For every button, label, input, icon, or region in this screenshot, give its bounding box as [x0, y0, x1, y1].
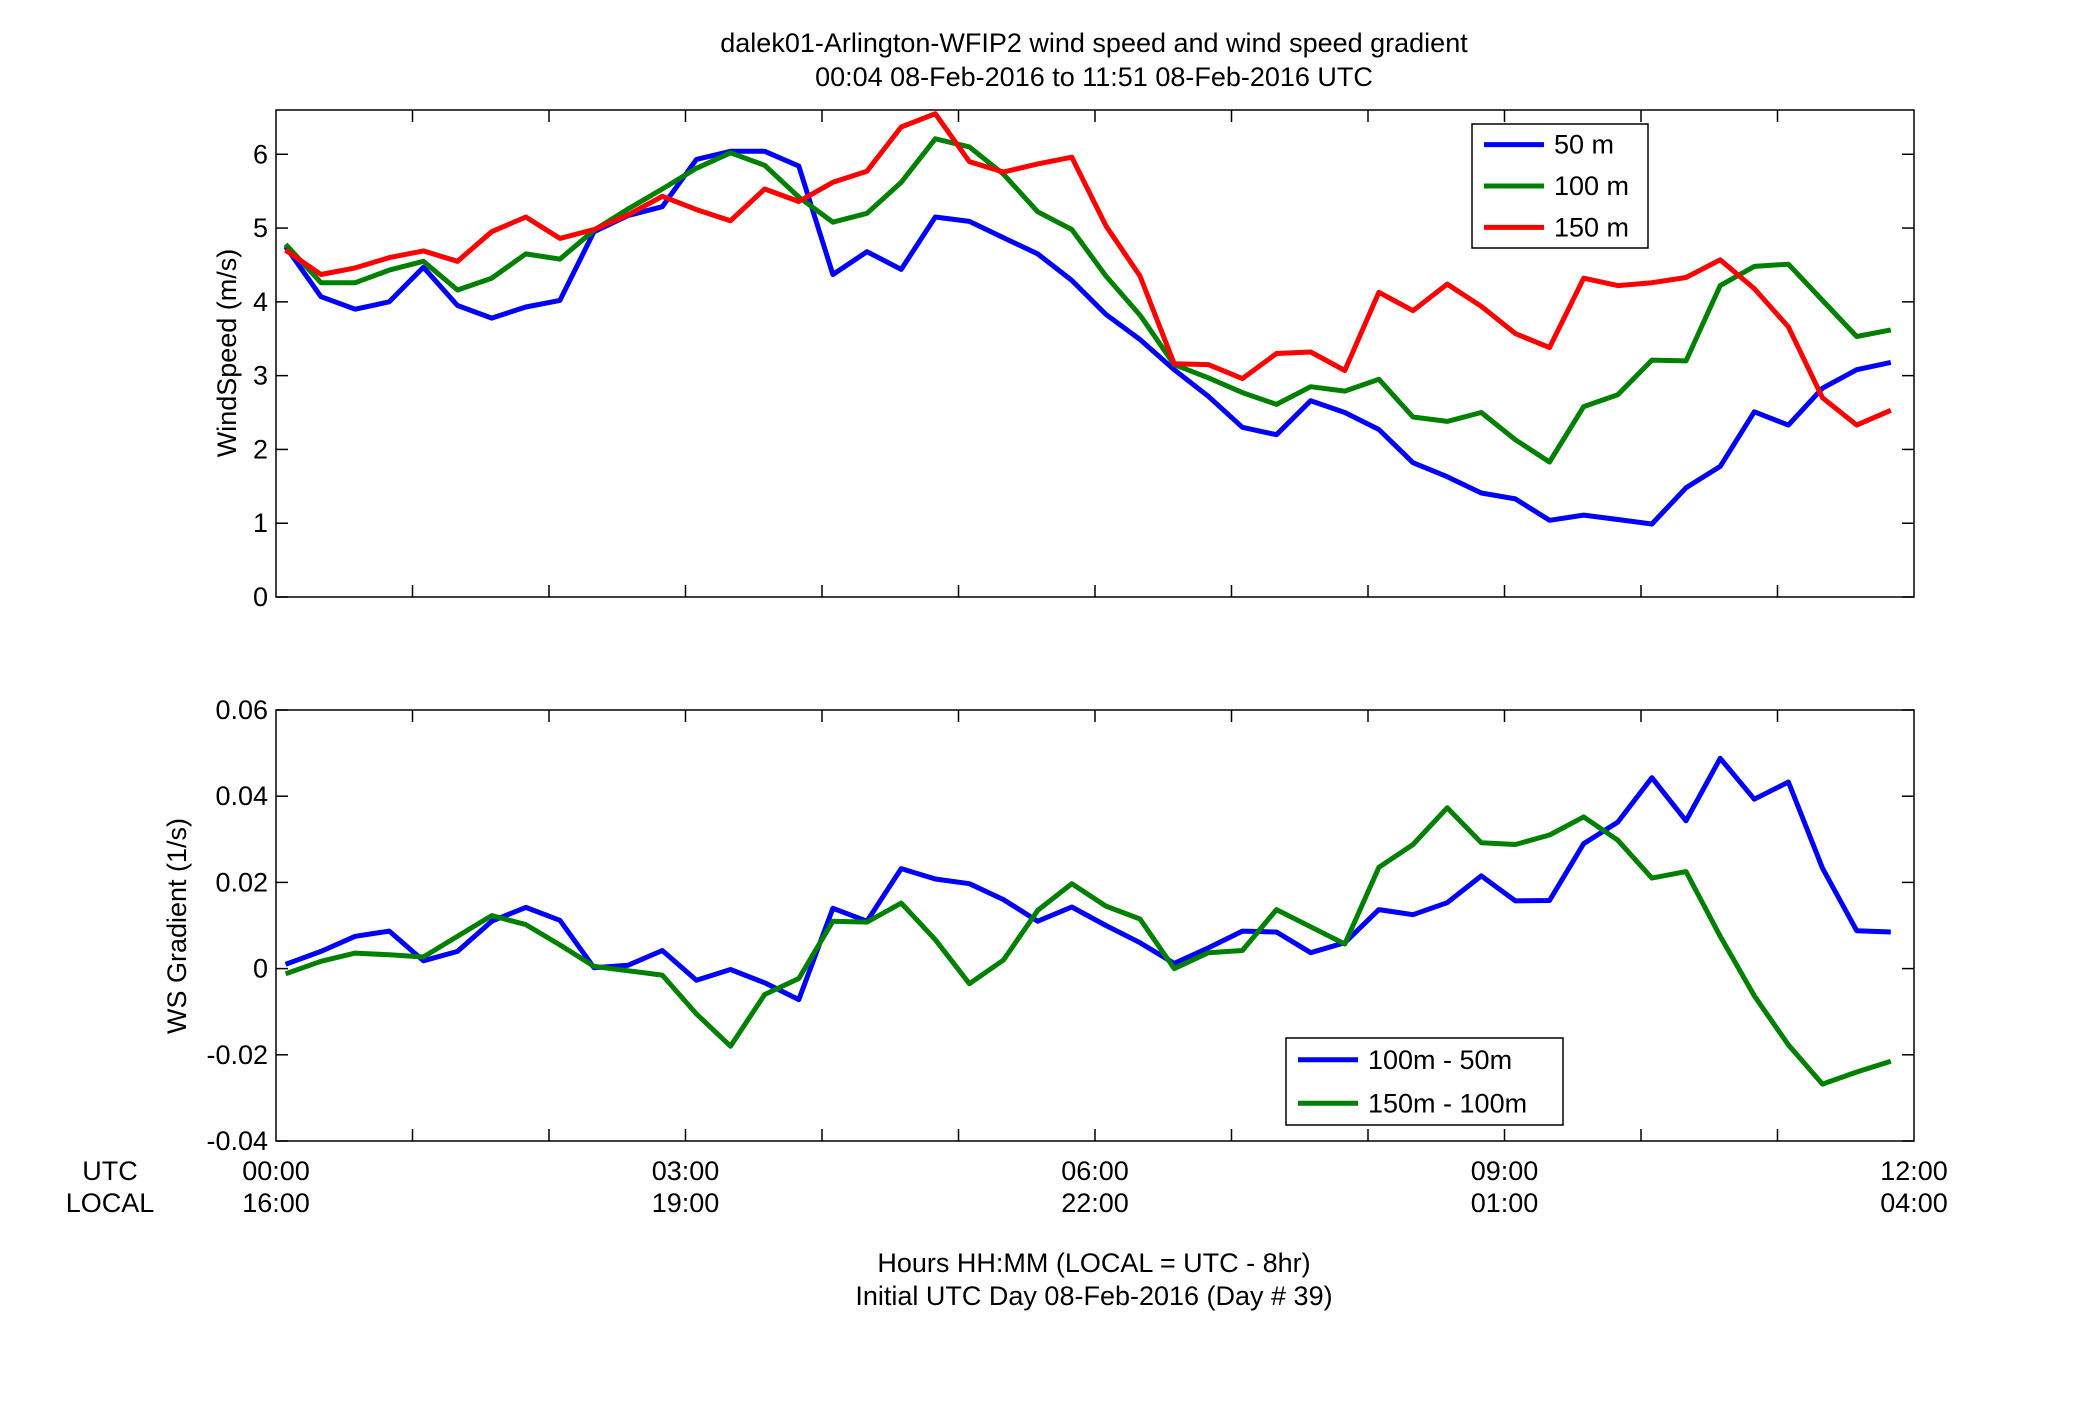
windspeed-ytick-label: 0 [253, 582, 268, 612]
gradient-legend-label-1: 100m - 50m [1368, 1045, 1512, 1075]
gradient-legend: 100m - 50m 150m - 100m [1285, 1037, 1564, 1126]
windspeed-legend-label-3: 150 m [1554, 212, 1629, 242]
windspeed-series-layer [283, 111, 1892, 527]
windspeed-series-line-3 [284, 111, 1892, 428]
windspeed-legend-label-2: 100 m [1554, 171, 1629, 201]
windspeed-panel: 0 1 2 3 4 5 6 WindSpeed (m/s) 50 m 100 m 150 m [212, 109, 1915, 612]
xtick-label-local: 01:00 [1471, 1188, 1539, 1218]
xtick-label-local: 22:00 [1061, 1188, 1129, 1218]
xtick-label-local: 16:00 [242, 1188, 310, 1218]
xtick-label-local: 19:00 [652, 1188, 720, 1218]
gradient-ytick-label: 0.02 [215, 867, 268, 897]
gradient-series-line-1 [284, 755, 1891, 1003]
figure-title-line2: 00:04 08-Feb-2016 to 11:51 08-Feb-2016 U… [815, 62, 1373, 92]
gradient-ylabel: WS Gradient (1/s) [162, 818, 192, 1034]
windspeed-ytick-label: 6 [253, 139, 268, 169]
windspeed-ytick-label: 1 [253, 508, 268, 538]
gradient-legend-box [1285, 1037, 1564, 1126]
footer-line1: Hours HH:MM (LOCAL = UTC - 8hr) [877, 1248, 1310, 1278]
gradient-ytick-label: 0.04 [215, 781, 268, 811]
gradient-ytick-label: -0.02 [206, 1040, 268, 1070]
gradient-ytick-label: 0 [253, 954, 268, 984]
windspeed-ytick-label: 3 [253, 361, 268, 391]
windspeed-axes: 0 1 2 3 4 5 6 [253, 110, 1914, 612]
xtick-label-utc: 12:00 [1880, 1156, 1948, 1186]
gradient-axes-box [275, 709, 1915, 1142]
xtick-label-utc: 00:00 [242, 1156, 310, 1186]
utc-row-label: UTC [82, 1156, 138, 1186]
gradient-ytick-label: 0.06 [215, 695, 268, 725]
xtick-label-utc: 06:00 [1061, 1156, 1129, 1186]
footer-line2: Initial UTC Day 08-Feb-2016 (Day # 39) [855, 1281, 1332, 1311]
xtick-label-utc: 03:00 [652, 1156, 720, 1186]
gradient-series-line-2 [284, 805, 1892, 1087]
windspeed-ytick-label: 5 [253, 213, 268, 243]
windspeed-ylabel: WindSpeed (m/s) [212, 249, 242, 458]
windspeed-series-line-1 [283, 148, 1892, 527]
xtick-label-utc: 09:00 [1471, 1156, 1539, 1186]
gradient-ytick-label: -0.04 [206, 1126, 268, 1156]
gradient-series-layer [284, 755, 1892, 1087]
gradient-axes: -0.04 -0.02 0 0.02 0.04 0.06 [206, 695, 1914, 1156]
windspeed-legend-label-1: 50 m [1554, 130, 1614, 160]
windspeed-axes-box [275, 109, 1915, 598]
local-row-label: LOCAL [66, 1188, 155, 1218]
gradient-panel: -0.04 -0.02 0 0.02 0.04 0.06 WS Gradient (1/s… [162, 695, 1915, 1156]
gradient-legend-label-2: 150m - 100m [1368, 1088, 1527, 1118]
windspeed-ytick-label: 4 [253, 287, 268, 317]
windspeed-ytick-label: 2 [253, 434, 268, 464]
windspeed-series-line-2 [283, 136, 1892, 465]
windspeed-legend: 50 m 100 m 150 m [1471, 123, 1649, 249]
xtick-label-local: 04:00 [1880, 1188, 1948, 1218]
figure-title-line1: dalek01-Arlington-WFIP2 wind speed and w… [720, 28, 1468, 58]
